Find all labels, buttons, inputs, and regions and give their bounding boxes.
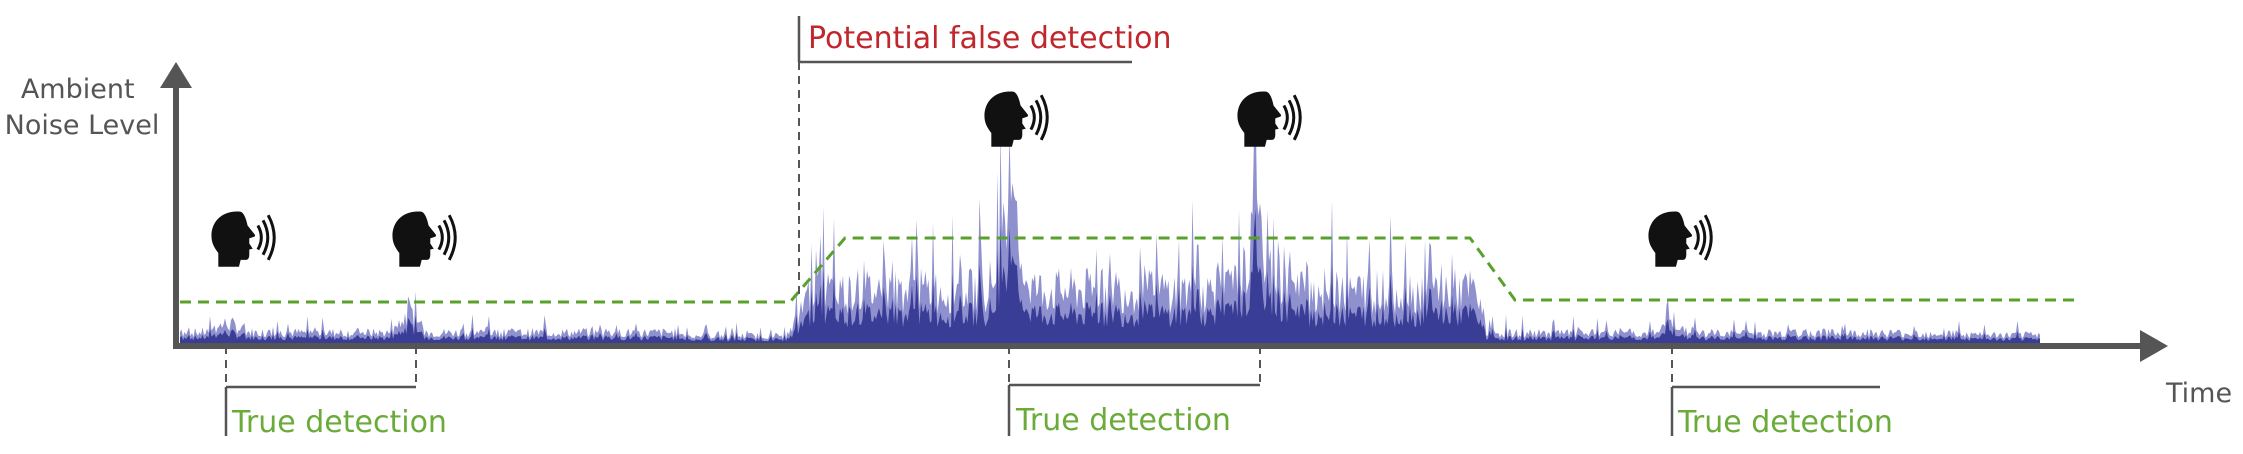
x-axis-arrow (2140, 330, 2168, 362)
true-detection-annotation-1: True detection (224, 346, 447, 440)
speaking-head-icon (209, 210, 276, 269)
false-detection-label: Potential false detection (808, 21, 1172, 56)
speaking-head-icon (1235, 90, 1302, 149)
noise-waveform (180, 98, 2040, 345)
x-axis-label: Time (2165, 378, 2232, 409)
true-detection-label: True detection (1015, 403, 1231, 438)
speaking-head-icon (982, 90, 1049, 149)
waveform-core (180, 209, 2040, 344)
true-detection-label: True detection (231, 405, 447, 440)
y-axis-label: Ambient Noise Level (5, 74, 160, 141)
speaking-head-icon (1646, 210, 1713, 269)
y-axis-arrow (160, 62, 192, 88)
false-detection-annotation: Potential false detection (797, 16, 1172, 300)
adaptive-threshold-line (180, 236, 2075, 304)
true-detection-annotation-2: True detection (1007, 346, 1261, 438)
speaking-head-icon (390, 210, 457, 269)
true-detection-annotation-3: True detection (1670, 346, 1893, 440)
true-detection-label: True detection (1677, 405, 1893, 440)
